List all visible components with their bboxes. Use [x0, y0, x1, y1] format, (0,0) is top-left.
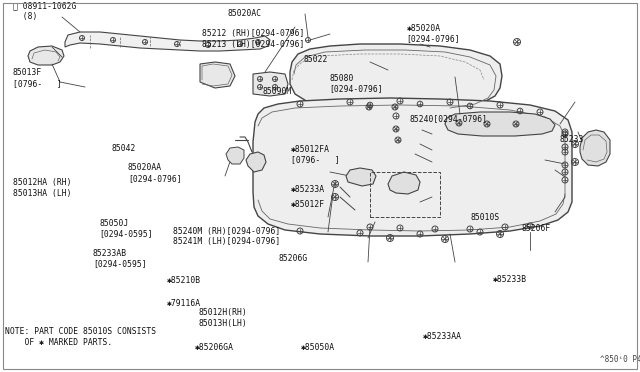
Text: 85206F: 85206F — [522, 224, 551, 233]
Polygon shape — [580, 130, 610, 166]
Text: 85090M: 85090M — [262, 87, 292, 96]
Polygon shape — [388, 172, 420, 194]
Text: ✱85233A: ✱85233A — [291, 185, 325, 194]
Text: ✱85012FA
[0796-   ]: ✱85012FA [0796- ] — [291, 145, 340, 164]
Text: NOTE: PART CODE 85010S CONSISTS
    OF ✱ MARKED PARTS.: NOTE: PART CODE 85010S CONSISTS OF ✱ MAR… — [5, 327, 156, 347]
Text: 85013F
[0796-   ]: 85013F [0796- ] — [13, 68, 61, 88]
Polygon shape — [253, 98, 572, 236]
Polygon shape — [65, 32, 270, 51]
Polygon shape — [346, 168, 376, 186]
Bar — [370, 172, 440, 217]
Text: 85050J
[0294-0595]: 85050J [0294-0595] — [99, 219, 153, 238]
Text: ✱85050A: ✱85050A — [301, 343, 335, 352]
Text: 85020AC: 85020AC — [227, 9, 261, 17]
Text: 85022: 85022 — [304, 55, 328, 64]
Text: ⓝ 08911-1062G
  (8): ⓝ 08911-1062G (8) — [13, 1, 76, 21]
Text: ✱85206GA: ✱85206GA — [195, 343, 234, 352]
Text: 85240M (RH)[0294-0796]
85241M (LH)[0294-0796]: 85240M (RH)[0294-0796] 85241M (LH)[0294-… — [173, 227, 280, 246]
Text: ✱85020A
[0294-0796]: ✱85020A [0294-0796] — [406, 24, 460, 43]
Text: 85206G: 85206G — [278, 254, 308, 263]
Text: 85233AB
[0294-0595]: 85233AB [0294-0595] — [93, 249, 147, 268]
Text: 85233: 85233 — [560, 135, 584, 144]
Polygon shape — [290, 44, 502, 111]
Text: 85240[0294-0796]: 85240[0294-0796] — [410, 115, 488, 124]
Polygon shape — [253, 72, 288, 96]
Text: ✱85210B: ✱85210B — [166, 276, 200, 285]
Text: ✱85233B: ✱85233B — [493, 275, 527, 283]
Text: 85020AA
[0294-0796]: 85020AA [0294-0796] — [128, 163, 182, 183]
Text: ✱79116A: ✱79116A — [166, 299, 200, 308]
Polygon shape — [246, 152, 266, 172]
Polygon shape — [445, 112, 555, 136]
Text: 85080
[0294-0796]: 85080 [0294-0796] — [330, 74, 383, 93]
Text: 85212 (RH)[0294-0796]
85213 (LH)[0294-0796]: 85212 (RH)[0294-0796] 85213 (LH)[0294-07… — [202, 29, 304, 49]
Text: ✱85233AA: ✱85233AA — [422, 332, 461, 341]
Polygon shape — [226, 147, 244, 164]
Text: 85042: 85042 — [112, 144, 136, 153]
Text: 85010S: 85010S — [470, 213, 500, 222]
Text: ✱85012F: ✱85012F — [291, 200, 325, 209]
Polygon shape — [200, 62, 235, 88]
Text: 85012HA (RH)
85013HA (LH): 85012HA (RH) 85013HA (LH) — [13, 178, 71, 198]
Polygon shape — [28, 46, 64, 65]
Text: 85012H(RH)
85013H(LH): 85012H(RH) 85013H(LH) — [198, 308, 247, 328]
Text: ^850ⁱ0 P4: ^850ⁱ0 P4 — [600, 355, 640, 364]
